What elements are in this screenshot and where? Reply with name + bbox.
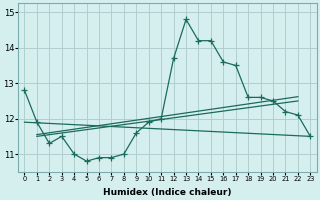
X-axis label: Humidex (Indice chaleur): Humidex (Indice chaleur): [103, 188, 232, 197]
